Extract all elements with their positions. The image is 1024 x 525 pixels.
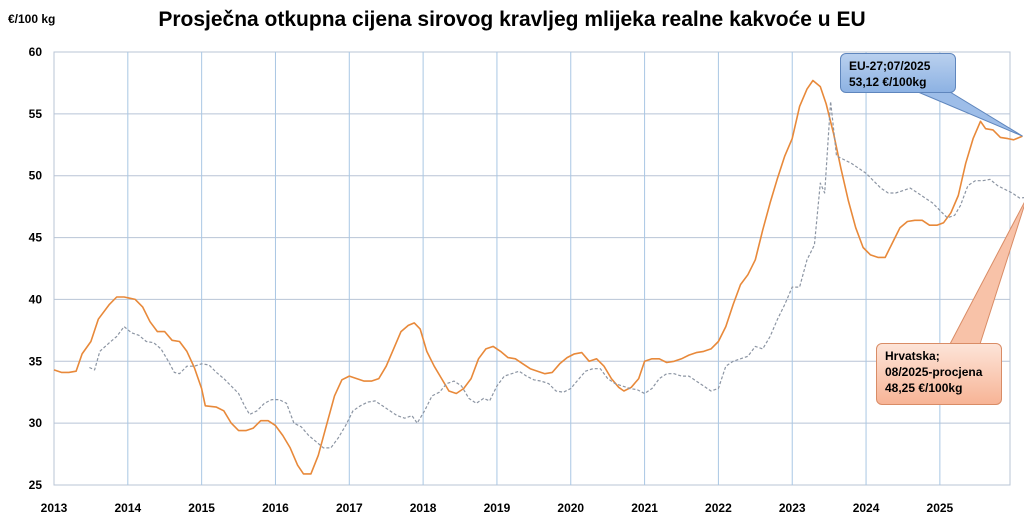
y-tick-label: 50 bbox=[29, 169, 43, 183]
croatia-callout-pointer bbox=[949, 201, 1024, 345]
x-tick-label: 2024 bbox=[853, 501, 880, 515]
y-tick-label: 45 bbox=[29, 231, 43, 245]
x-tick-label: 2019 bbox=[484, 501, 511, 515]
x-tick-label: 2020 bbox=[557, 501, 584, 515]
x-tick-label: 2021 bbox=[631, 501, 658, 515]
x-tick-label: 2013 bbox=[41, 501, 68, 515]
eu-annotation-line-1: EU-27;07/2025 bbox=[849, 59, 931, 73]
plot-area bbox=[53, 51, 1011, 486]
eu-annotation-line-2: 53,12 €/100kg bbox=[849, 75, 927, 89]
x-tick-label: 2022 bbox=[705, 501, 732, 515]
y-axis-unit-label: €/100 kg bbox=[8, 12, 56, 26]
x-tick-label: 2016 bbox=[262, 501, 289, 515]
series-line-croatia bbox=[89, 100, 1024, 449]
croatia-annotation-line-2: 08/2025-procjena bbox=[885, 365, 983, 379]
eu-annotation-callout: EU-27;07/2025 53,12 €/100kg bbox=[840, 53, 956, 93]
y-tick-label: 40 bbox=[29, 292, 43, 306]
y-tick-label: 60 bbox=[29, 45, 43, 59]
series-line-eu27 bbox=[53, 79, 1023, 475]
croatia-annotation-line-1: Hrvatska; bbox=[885, 349, 940, 363]
y-tick-label: 25 bbox=[29, 478, 43, 492]
x-tick-label: 2025 bbox=[927, 501, 954, 515]
y-tick-label: 55 bbox=[29, 107, 43, 121]
croatia-annotation-line-3: 48,25 €/100kg bbox=[885, 381, 963, 395]
x-tick-label: 2017 bbox=[336, 501, 363, 515]
y-tick-label: 35 bbox=[29, 354, 43, 368]
chart-title: Prosječna otkupna cijena sirovog kravlje… bbox=[158, 8, 866, 31]
x-tick-label: 2015 bbox=[188, 501, 215, 515]
x-tick-label: 2018 bbox=[410, 501, 437, 515]
croatia-annotation-callout: Hrvatska; 08/2025-procjena 48,25 €/100kg bbox=[876, 343, 1002, 405]
y-tick-label: 30 bbox=[29, 416, 43, 430]
x-tick-label: 2014 bbox=[114, 501, 141, 515]
x-tick-label: 2023 bbox=[779, 501, 806, 515]
